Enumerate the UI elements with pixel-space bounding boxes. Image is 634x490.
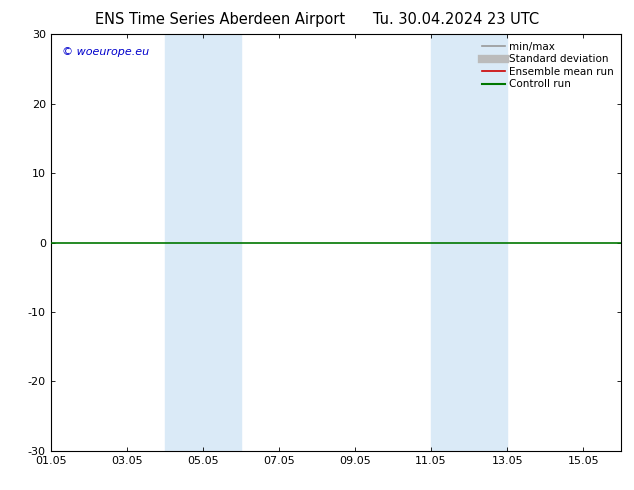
Bar bbox=[431, 34, 507, 451]
Legend: min/max, Standard deviation, Ensemble mean run, Controll run: min/max, Standard deviation, Ensemble me… bbox=[480, 40, 616, 92]
Text: ENS Time Series Aberdeen Airport      Tu. 30.04.2024 23 UTC: ENS Time Series Aberdeen Airport Tu. 30.… bbox=[95, 12, 539, 27]
Bar bbox=[165, 34, 241, 451]
Text: © woeurope.eu: © woeurope.eu bbox=[62, 47, 149, 57]
